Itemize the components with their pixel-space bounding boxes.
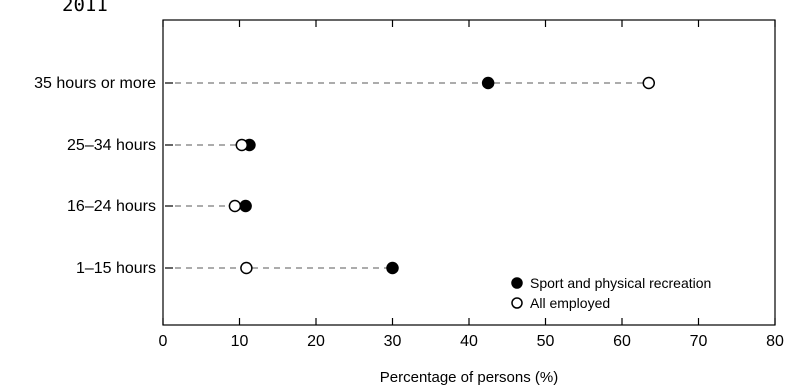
- category-label: 1–15 hours: [76, 260, 156, 277]
- legend: Sport and physical recreation All employe…: [511, 275, 711, 311]
- x-axis-ticks: 0 10 20 30 40 50 60 70 80: [159, 20, 784, 350]
- category-label: 35 hours or more: [34, 75, 156, 92]
- data-points: [228, 76, 656, 275]
- point-all-employed: [235, 138, 249, 152]
- x-tick-label: 30: [384, 333, 402, 350]
- category-labels: 35 hours or more 25–34 hours 16–24 hours 1–…: [34, 75, 156, 277]
- point-all-employed: [240, 261, 253, 275]
- x-tick-label: 80: [766, 333, 784, 350]
- x-tick-label: 50: [537, 333, 555, 350]
- x-axis-label: Percentage of persons (%): [380, 369, 558, 385]
- x-tick-label: 40: [460, 333, 478, 350]
- legend-label: All employed: [530, 295, 610, 311]
- x-tick-label: 10: [231, 333, 249, 350]
- point-all-employed: [642, 76, 656, 90]
- x-tick-label: 0: [159, 333, 168, 350]
- connectors: [165, 82, 649, 269]
- point-sport-recreation: [239, 199, 252, 213]
- x-tick-label: 20: [307, 333, 325, 350]
- point-sport-recreation: [481, 76, 495, 90]
- point-sport-recreation: [386, 261, 399, 275]
- category-label: 16–24 hours: [67, 198, 156, 215]
- legend-label: Sport and physical recreation: [530, 275, 711, 291]
- category-label: 25–34 hours: [67, 137, 156, 154]
- legend-marker-all-employed: [511, 297, 523, 309]
- legend-marker-sport-recreation: [511, 277, 523, 289]
- point-all-employed: [228, 199, 242, 213]
- chart-title: 2011: [62, 0, 108, 16]
- x-tick-label: 70: [690, 333, 708, 350]
- x-tick-label: 60: [613, 333, 631, 350]
